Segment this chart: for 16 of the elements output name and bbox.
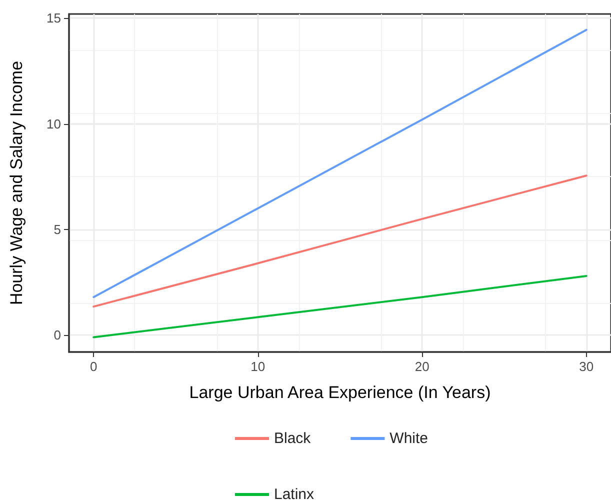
y-tick-label: 15 bbox=[46, 10, 61, 26]
line-series bbox=[92, 28, 588, 298]
legend-label: White bbox=[390, 430, 428, 447]
y-tick-label: 0 bbox=[54, 328, 61, 343]
legend-label: Black bbox=[274, 430, 312, 447]
y-tick-label: 5 bbox=[54, 222, 61, 237]
line-series bbox=[92, 174, 588, 308]
x-tick-label: 30 bbox=[579, 359, 594, 374]
y-axis-title: Hourly Wage and Salary Income bbox=[7, 60, 26, 306]
line-series bbox=[92, 274, 588, 338]
x-tick-label: 20 bbox=[414, 359, 430, 374]
x-tick-label: 10 bbox=[250, 359, 266, 374]
x-axis-title: Large Urban Area Experience (In Years) bbox=[189, 383, 491, 402]
legend-label: Latinx bbox=[274, 486, 315, 502]
x-tick-label: 0 bbox=[90, 359, 98, 374]
y-tick-label: 10 bbox=[46, 116, 61, 132]
